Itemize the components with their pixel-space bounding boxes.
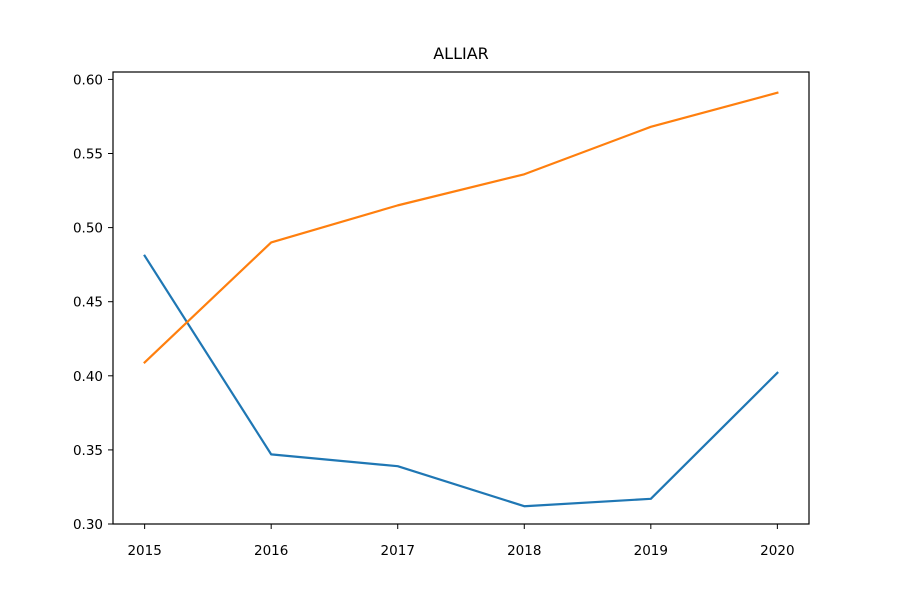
series-1-line (143, 254, 779, 508)
x-tick-label: 2016 (254, 543, 288, 559)
plot-frame (112, 71, 810, 525)
chart-title: ALLIAR (433, 44, 489, 63)
x-tick-label: 2018 (507, 543, 541, 559)
x-axis: 2015 2016 2017 2018 2019 2020 (127, 524, 795, 559)
x-tick-label: 2020 (760, 543, 794, 559)
x-tick-label: 2017 (381, 543, 415, 559)
y-tick-label: 0.55 (73, 147, 103, 163)
y-tick-label: 0.45 (73, 295, 103, 311)
series-2-line (143, 91, 779, 365)
y-tick-label: 0.40 (73, 369, 103, 385)
series-layer (143, 91, 779, 508)
x-tick-label: 2015 (127, 543, 161, 559)
y-tick-label: 0.50 (73, 221, 103, 237)
x-tick-label: 2019 (634, 543, 668, 559)
y-tick-label: 0.60 (73, 72, 103, 88)
y-tick-label: 0.35 (73, 443, 103, 459)
y-axis: 0.30 0.35 0.40 0.45 0.50 0.55 0.60 (73, 72, 113, 533)
y-tick-label: 0.30 (73, 517, 103, 533)
